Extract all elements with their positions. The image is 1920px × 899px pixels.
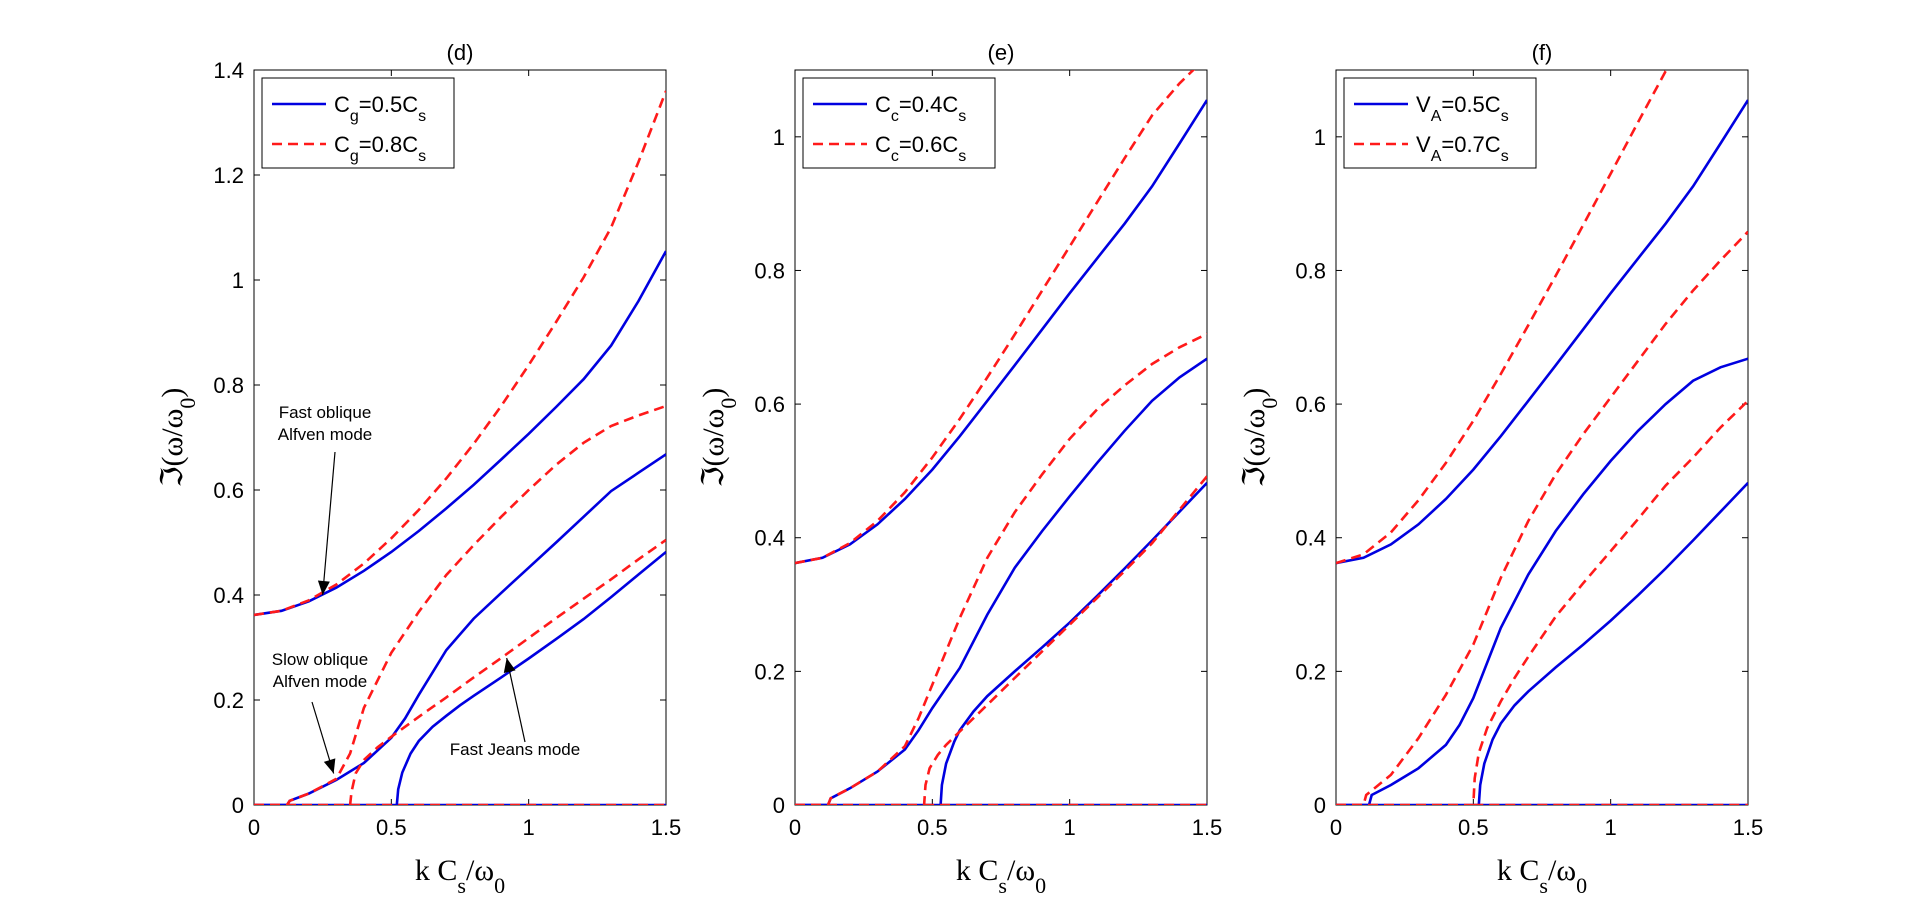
y-tick-label: 0.8 [213,373,244,398]
dashed-series-line [1336,399,1748,805]
x-tick-label: 1 [1064,815,1076,840]
x-tick-label: 1.5 [1733,815,1764,840]
y-tick-label: 1.2 [213,163,244,188]
x-axis-label: k Cs/ω0 [415,854,505,898]
solid-series-line [1336,482,1748,805]
x-tick-label: 0 [1330,815,1342,840]
y-tick-label: 0.2 [1295,659,1326,684]
x-tick-label: 1.5 [1192,815,1223,840]
x-tick-label: 1 [523,815,535,840]
x-tick-label: 0 [789,815,801,840]
axes-frame [1335,69,1749,806]
dashed-series-line [1336,70,1669,565]
annotation-arrowhead [503,658,516,673]
legend-box [261,77,455,169]
y-axis-label: ℑ(ω/ω0) [697,388,741,488]
panel-title: (e) [988,40,1015,65]
y-tick-label: 1 [773,125,785,150]
annotation-text: Fast oblique [279,403,372,422]
dashed-series-line [795,332,1207,805]
solid-series-line [1336,99,1748,565]
annotation-arrow-line [506,657,526,743]
legend: Cg=0.5Cs Cg=0.8Cs [261,77,455,169]
panel-f: 0 0.5 1 1.5 0 0.2 0.4 0.6 0.8 1 (f) k Cs/ω0 ℑ(ω/ω0) V… [1238,40,1764,898]
x-tick-label: 1 [1605,815,1617,840]
legend: Cc=0.4Cs Cc=0.6Cs [802,77,996,169]
x-tick-label: 0 [248,815,260,840]
legend-label: Cg=0.5Cs [334,92,426,125]
x-axis-label: k Cs/ω0 [956,854,1046,898]
annotation-text: Slow oblique [272,650,368,669]
legend-label: VA=0.7Cs [1416,132,1509,165]
legend-box [1343,77,1537,169]
y-tick-label: 0.4 [754,526,785,551]
y-axis-label: ℑ(ω/ω0) [1238,388,1282,488]
annotation-text: Fast Jeans mode [450,740,580,759]
y-axis-label: ℑ(ω/ω0) [156,388,200,488]
panel-title: (d) [447,40,474,65]
panel-e: 0 0.5 1 1.5 0 0.2 0.4 0.6 0.8 1 (e) k Cs/ω0 ℑ(ω/ω0) C… [697,40,1222,898]
y-tick-label: 0.4 [1295,526,1326,551]
y-tick-label: 0.8 [754,258,785,283]
solid-series-line [254,550,666,805]
x-axis-label: k Cs/ω0 [1497,854,1587,898]
solid-series-line [1336,357,1748,805]
x-tick-label: 0.5 [917,815,948,840]
y-tick-label: 0.2 [754,659,785,684]
annotation-text: Alfven mode [273,672,368,691]
y-tick-label: 0.2 [213,688,244,713]
legend-label: Cc=0.4Cs [875,92,966,125]
legend: VA=0.5Cs VA=0.7Cs [1343,77,1537,169]
y-tick-label: 0.8 [1295,258,1326,283]
legend-box [802,77,996,169]
annotation: Fast Jeans mode [450,657,580,759]
annotation: Fast oblique Alfven mode [278,403,373,596]
y-tick-label: 0 [1314,793,1326,818]
y-tick-label: 0.6 [754,392,785,417]
solid-series-line [795,99,1207,565]
dashed-series-line [254,538,666,805]
y-tick-label: 0.6 [213,478,244,503]
y-tick-label: 1 [1314,125,1326,150]
dashed-series-line [1336,230,1748,805]
x-tick-label: 0.5 [1458,815,1489,840]
panel-d: 0 0.5 1 1.5 0 0.2 0.4 0.6 0.8 1 1.2 1.4 (d) k Cs/ω0 ℑ(… [156,40,681,898]
y-tick-label: 0.4 [213,583,244,608]
axes-frame [794,69,1208,806]
panel-title: (f) [1532,40,1553,65]
x-tick-label: 0.5 [376,815,407,840]
solid-series-line [795,357,1207,805]
x-tick-label: 1.5 [651,815,682,840]
y-tick-label: 1.4 [213,58,244,83]
legend-label: VA=0.5Cs [1416,92,1509,125]
solid-series-line [795,482,1207,805]
annotation-text: Alfven mode [278,425,373,444]
y-tick-label: 1 [232,268,244,293]
annotation-arrowhead [317,580,330,595]
dashed-series-line [795,475,1207,805]
y-tick-label: 0 [773,793,785,818]
dashed-series-line [254,404,666,805]
annotation: Slow oblique Alfven mode [272,650,368,774]
legend-label: Cg=0.8Cs [334,132,426,165]
y-tick-label: 0.6 [1295,392,1326,417]
annotation-arrow-line [322,451,336,596]
legend-label: Cc=0.6Cs [875,132,966,165]
y-tick-label: 0 [232,793,244,818]
annotation-arrowhead [323,758,336,774]
